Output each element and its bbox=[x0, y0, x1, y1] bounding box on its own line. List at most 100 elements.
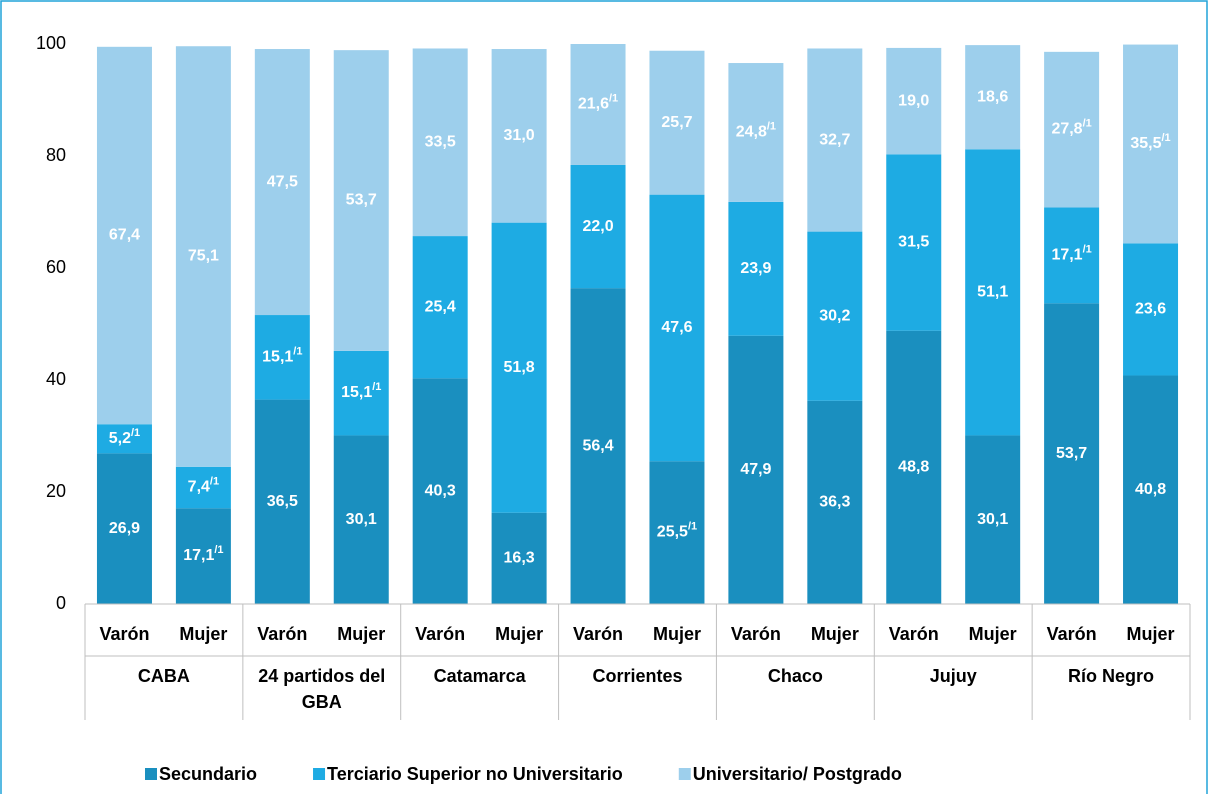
y-tick-label: 100 bbox=[36, 33, 66, 53]
bar-segment bbox=[570, 44, 626, 165]
bar-segment bbox=[886, 330, 942, 604]
group-label-box: CABA bbox=[138, 666, 190, 686]
bar-segment bbox=[254, 399, 310, 604]
legend-swatch bbox=[678, 768, 691, 780]
legend-label: Terciario Superior no Universitario bbox=[327, 764, 623, 784]
bar-segment bbox=[649, 461, 705, 604]
value-label: 30,1 bbox=[977, 511, 1008, 528]
bar-segment bbox=[412, 378, 468, 604]
value-label: 40,3 bbox=[425, 482, 456, 499]
value-label: 22,0 bbox=[582, 218, 613, 235]
value-label: 31,5 bbox=[898, 234, 929, 251]
value-label: 30,2 bbox=[819, 307, 850, 324]
group-label: Corrientes bbox=[592, 666, 683, 686]
x-tick-label: Varón bbox=[415, 624, 465, 644]
legend-label: Secundario bbox=[159, 764, 257, 784]
bar-segment bbox=[96, 453, 152, 604]
bar-segment bbox=[1123, 375, 1179, 604]
bar-segment bbox=[333, 350, 389, 436]
value-label: 47,5 bbox=[267, 173, 298, 190]
bar-segment bbox=[649, 50, 705, 195]
bar-segment bbox=[886, 47, 942, 155]
value-label: 53,7 bbox=[1056, 445, 1087, 462]
value-label: 15,1/1 bbox=[262, 345, 302, 365]
value-label: 51,1 bbox=[977, 284, 1008, 301]
bar-segment bbox=[96, 46, 152, 425]
bar-segment bbox=[412, 236, 468, 379]
value-label: 56,4 bbox=[582, 437, 613, 454]
bar-segment bbox=[728, 201, 784, 336]
bar-segment bbox=[1123, 243, 1179, 376]
legend-label: Universitario/ Postgrado bbox=[693, 764, 902, 784]
value-label: 47,9 bbox=[740, 461, 771, 478]
bar-segment bbox=[728, 335, 784, 604]
value-label: 67,4 bbox=[109, 227, 140, 244]
group-label-box: Chaco bbox=[767, 666, 823, 686]
x-tick-label: Mujer bbox=[969, 624, 1017, 644]
x-tick-label: Varón bbox=[99, 624, 149, 644]
value-label: 30,1 bbox=[346, 511, 377, 528]
y-tick-label: 0 bbox=[56, 593, 66, 613]
value-label: 36,5 bbox=[267, 493, 298, 510]
legend-swatch bbox=[145, 768, 157, 780]
bar-segment bbox=[175, 46, 231, 467]
value-label: 53,7 bbox=[346, 192, 377, 209]
group-label: 24 partidos del GBA bbox=[258, 666, 386, 712]
value-label: 18,6 bbox=[977, 88, 1008, 105]
group-label-box: Catamarca bbox=[433, 666, 526, 686]
bar-segment bbox=[807, 231, 863, 401]
legend-swatch bbox=[313, 768, 326, 780]
value-label: 15,1/1 bbox=[341, 381, 381, 401]
bar-segment bbox=[175, 508, 231, 604]
bar-segment bbox=[254, 49, 310, 316]
group-label: Jujuy bbox=[929, 666, 977, 686]
x-tick-label: Varón bbox=[731, 624, 781, 644]
bar-segment bbox=[491, 512, 547, 604]
value-label: 25,7 bbox=[661, 114, 692, 131]
bar-segment bbox=[965, 45, 1021, 150]
bar-segment bbox=[1123, 44, 1179, 244]
bar-segment bbox=[807, 48, 863, 232]
y-tick-label: 60 bbox=[46, 257, 66, 277]
value-label: 25,4 bbox=[425, 298, 456, 315]
group-label: Chaco bbox=[767, 666, 823, 686]
value-label: 17,1/1 bbox=[183, 544, 223, 564]
bar-segment bbox=[570, 164, 626, 289]
x-tick-label: Mujer bbox=[495, 624, 543, 644]
value-label: 51,8 bbox=[504, 359, 535, 376]
value-label: 16,3 bbox=[504, 550, 535, 567]
bar-segment bbox=[1044, 303, 1100, 604]
bar-segment bbox=[333, 435, 389, 604]
x-tick-label: Mujer bbox=[179, 624, 227, 644]
group-label: Río Negro bbox=[1068, 666, 1155, 686]
value-label: 40,8 bbox=[1135, 481, 1166, 498]
x-tick-label: Mujer bbox=[337, 624, 385, 644]
x-tick-label: Varón bbox=[257, 624, 307, 644]
value-label: 7,4/1 bbox=[188, 475, 219, 495]
value-label: 32,7 bbox=[819, 131, 850, 148]
group-label: Catamarca bbox=[433, 666, 526, 686]
value-label: 33,5 bbox=[425, 133, 456, 150]
y-tick-label: 40 bbox=[46, 369, 66, 389]
bar-segment bbox=[965, 149, 1021, 436]
value-label: 23,6 bbox=[1135, 301, 1166, 318]
group-label-box: Río Negro bbox=[1068, 666, 1155, 686]
bar-segment bbox=[965, 435, 1021, 604]
value-label: 75,1 bbox=[188, 248, 219, 265]
bar-segment bbox=[807, 400, 863, 604]
bar-segment bbox=[96, 424, 152, 454]
bar-segment bbox=[175, 466, 231, 509]
bar-segment bbox=[491, 49, 547, 223]
x-tick-label: Varón bbox=[573, 624, 623, 644]
value-label: 25,5/1 bbox=[657, 521, 697, 541]
value-label: 48,8 bbox=[898, 459, 929, 476]
value-label: 35,5/1 bbox=[1130, 132, 1170, 152]
value-label: 21,6/1 bbox=[578, 92, 618, 112]
x-tick-label: Varón bbox=[889, 624, 939, 644]
bar-segment bbox=[491, 222, 547, 513]
value-label: 47,6 bbox=[661, 319, 692, 336]
bar-segment bbox=[254, 315, 310, 400]
value-label: 26,9 bbox=[109, 520, 140, 537]
bar-segment bbox=[728, 63, 784, 202]
